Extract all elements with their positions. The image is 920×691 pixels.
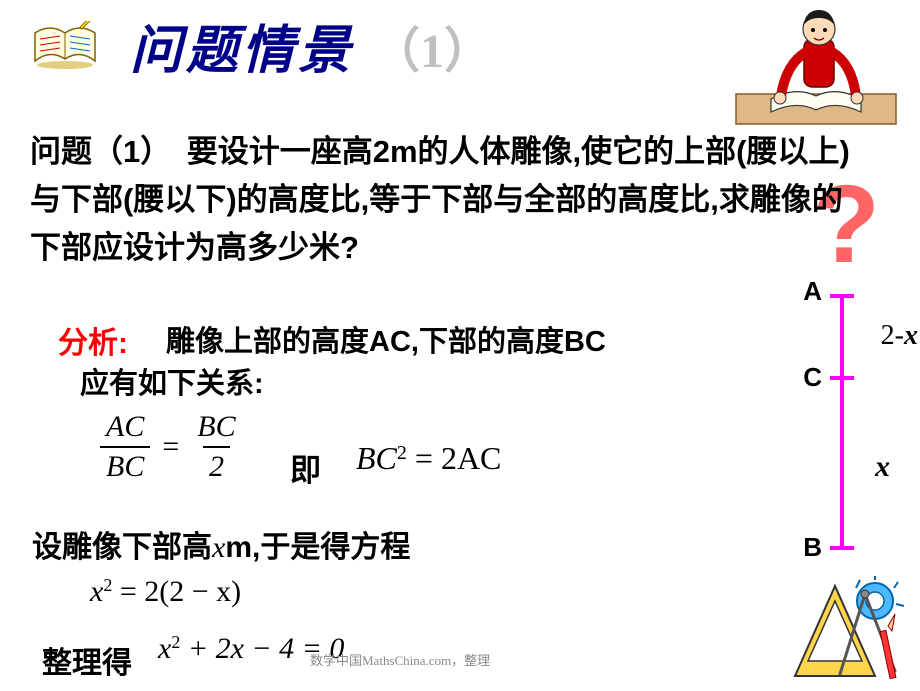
let-post: m,于是得方程 [225, 531, 410, 564]
quadratic-equation-raw: x2 = 2(2 − x) [90, 575, 241, 609]
let-var: x [212, 531, 225, 564]
diagram-tick-b [830, 546, 854, 550]
analysis-line-2: 应有如下关系: [80, 360, 264, 402]
simplify-label: 整理得 [42, 638, 132, 682]
footer-watermark: 数学中国MathsChina.com，整理 [310, 650, 490, 669]
diagram-label-c: C [803, 362, 822, 393]
diagram-upper-x: x [904, 320, 918, 351]
equals-sign: = [158, 430, 183, 464]
diagram-tick-c [830, 376, 854, 380]
diagram-label-b: B [803, 532, 822, 563]
statue-diagram: A C B 2-x x [750, 280, 870, 560]
open-book-icon [30, 21, 100, 71]
diagram-label-a: A [803, 276, 822, 307]
let-pre: 设雕像下部高 [32, 531, 212, 564]
bc-squared-equation: BC2 = 2AC [356, 440, 501, 477]
page-title-suffix: （1） [372, 11, 492, 81]
page-title: 问题情景 [130, 8, 354, 83]
fraction-left: AC BC [100, 410, 150, 484]
diagram-2minus: 2- [881, 320, 904, 351]
student-reading-icon [726, 4, 906, 134]
eq2-exp: 2 [103, 575, 112, 595]
eq2-var: x [90, 575, 103, 608]
eq3-exp: 2 [171, 632, 180, 652]
problem-prefix: 问题（1） [30, 134, 156, 169]
namely-label: 即 [290, 445, 321, 490]
eq3-var: x [158, 632, 171, 665]
title-row: 问题情景 （1） [30, 8, 492, 83]
fraction-right: BC 2 [191, 410, 241, 484]
frac-bc: BC [100, 446, 150, 484]
bc-exp: 2 [397, 442, 407, 464]
diagram-lower-label: x [875, 450, 890, 484]
problem-statement: 问题（1） 要设计一座高2m的人体雕像,使它的上部(腰以上)与下部(腰以下)的高… [30, 128, 870, 272]
analysis-label: 分析: [58, 318, 128, 362]
diagram-vertical-line [840, 296, 844, 550]
ratio-equation: AC BC = BC 2 [100, 410, 242, 484]
frac-ac: AC [100, 410, 150, 446]
let-x-text: 设雕像下部高xm,于是得方程 [32, 522, 410, 566]
eq2-rhs: = 2(2 − x) [112, 575, 241, 608]
diagram-tick-a [830, 294, 854, 298]
geometry-tools-icon [780, 576, 910, 686]
bc-rhs: = 2AC [407, 440, 502, 476]
diagram-upper-label: 2-x [881, 320, 918, 352]
frac-bc2: BC [191, 410, 241, 446]
bc-var: BC [356, 440, 397, 476]
analysis-line-1: 雕像上部的高度AC,下部的高度BC [166, 318, 606, 360]
frac-2: 2 [203, 446, 230, 484]
